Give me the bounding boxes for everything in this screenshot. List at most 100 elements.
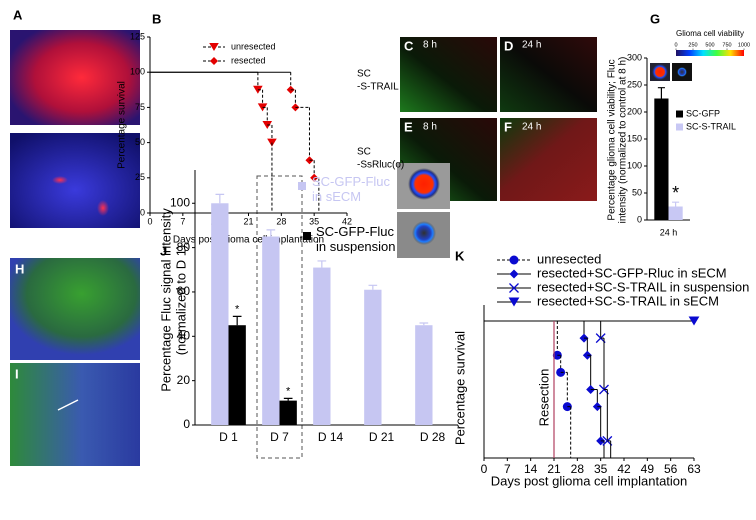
panel-label: G	[650, 11, 660, 26]
spot	[52, 176, 68, 184]
y-tick-label: 125	[130, 31, 145, 41]
error-bar	[672, 201, 680, 207]
error-bar	[419, 322, 429, 326]
colorbar-tick-label: 500	[705, 42, 714, 48]
legend-label: SC-S-TRAIL	[686, 121, 736, 131]
colorbar-tick-label: 250	[688, 42, 697, 48]
error-bar	[317, 260, 327, 268]
x-tick-label: 0	[147, 216, 152, 226]
lum-signal	[412, 221, 436, 245]
marker	[209, 43, 219, 51]
y-axis-label: Percentage survival	[117, 81, 128, 169]
x-tick-label: 21	[547, 462, 561, 476]
legend-swatch	[676, 123, 683, 131]
error-bar	[215, 193, 225, 204]
x-tick-label: D 1	[219, 430, 238, 444]
image-a-top	[10, 30, 140, 125]
image-f	[500, 118, 597, 201]
error-bar	[283, 397, 293, 401]
legend-swatch	[676, 110, 683, 118]
x-tick-label: D 28	[420, 430, 446, 444]
image-d	[500, 37, 597, 112]
x-tick-label: 28	[276, 216, 286, 226]
x-tick-label: 35	[594, 462, 608, 476]
row-label: -S-TRAIL	[357, 82, 399, 93]
colorbar-tick-label: 750	[722, 42, 731, 48]
x-tick-label: 0	[481, 462, 488, 476]
legend-label: unresected	[231, 41, 276, 51]
bar	[262, 236, 280, 425]
arrow	[57, 399, 79, 411]
x-tick-label: 21	[243, 216, 253, 226]
panel-label: D	[504, 38, 513, 53]
legend-label: SC-GFP-Fluc in suspension	[316, 224, 396, 254]
panel-label: I	[15, 366, 19, 381]
y-axis-label: (normalized to D 1)	[173, 245, 188, 356]
bar	[228, 325, 246, 425]
significance: *	[235, 303, 240, 315]
x-tick-label: 42	[617, 462, 631, 476]
colorbar-tick-label: 1000	[738, 42, 750, 48]
colorbar-tick-label: 0	[674, 42, 677, 48]
y-tick-label: 50	[135, 137, 145, 147]
x-axis-label: Days post glioma cell implantation	[491, 473, 688, 488]
x-tick-label: 35	[309, 216, 319, 226]
bar	[313, 267, 331, 425]
y-tick-label: 25	[135, 172, 145, 182]
y-tick-label: 20	[177, 373, 191, 387]
thumb-signal	[652, 64, 668, 80]
marker	[509, 283, 519, 293]
image-i	[10, 363, 140, 466]
x-tick-label: 42	[342, 216, 352, 226]
spot	[97, 200, 109, 216]
colorbar-title: Glioma cell viability	[676, 29, 744, 38]
y-axis-label: Percentage Fluc signal intensity	[158, 208, 173, 392]
y-tick-label: 200	[627, 106, 642, 116]
marker	[210, 57, 218, 65]
y-tick-label: 150	[627, 133, 642, 143]
image-text: 8 h	[423, 122, 437, 133]
image-text: 24 h	[522, 40, 541, 51]
x-tick-label: D 7	[270, 430, 289, 444]
y-tick-label: 80	[177, 240, 191, 254]
highlight-box	[256, 175, 303, 459]
y-tick-label: 75	[135, 102, 145, 112]
legend-swatch	[298, 182, 306, 190]
error-bar	[266, 229, 276, 237]
thumb-signal	[677, 67, 687, 77]
lum-signal	[408, 168, 440, 200]
x-tick-label: 24 h	[660, 227, 678, 237]
x-tick-label: D 14	[318, 430, 344, 444]
x-tick-label: 7	[504, 462, 511, 476]
x-tick-label: 56	[664, 462, 678, 476]
x-tick-label: 49	[641, 462, 655, 476]
legend-label: resected+SC-GFP-Rluc in sECM	[537, 265, 727, 280]
legend-label: SC-GFP	[686, 108, 720, 118]
x-tick-label: 7	[180, 216, 185, 226]
bar	[364, 289, 382, 425]
bar	[279, 400, 297, 425]
y-tick-label: 40	[177, 328, 191, 342]
error-bar	[232, 315, 242, 326]
marker	[688, 316, 700, 326]
significance: *	[286, 385, 291, 397]
x-tick-label: 28	[571, 462, 585, 476]
marker	[509, 255, 519, 265]
legend-label: unresected	[537, 251, 601, 266]
y-tick-label: 0	[140, 207, 145, 217]
bar	[211, 203, 229, 425]
y-tick-label: 100	[130, 67, 145, 77]
legend-label: SC-GFP-Fluc in sECM	[312, 174, 390, 204]
y-tick-label: 100	[627, 160, 642, 170]
row-label: -SsRluc(o)	[357, 160, 404, 171]
y-tick-label: 0	[637, 214, 642, 224]
legend-label: resected+SC-S-TRAIL in sECM	[537, 293, 719, 308]
legend-box: SC-GFP-Fluc in sECM	[312, 174, 390, 204]
y-tick-label: 50	[632, 187, 642, 197]
marker	[257, 103, 268, 112]
y-tick-label: 250	[627, 79, 642, 89]
legend-swatch	[303, 232, 311, 240]
x-axis-label: Days post glioma cell implantation	[173, 235, 324, 246]
row-label: SC	[357, 69, 371, 80]
